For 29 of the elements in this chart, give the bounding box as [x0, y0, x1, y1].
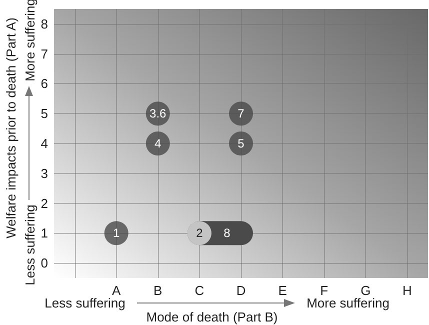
x-tick-label: C	[194, 283, 204, 298]
text: More suffering	[306, 296, 390, 310]
y-axis-title: Welfare impacts prior to death (Part A)	[4, 18, 18, 238]
x-tick-label: F	[320, 283, 328, 298]
text: Less suffering	[22, 204, 38, 286]
x-axis-title: Mode of death (Part B)	[146, 310, 278, 324]
annotation: 1	[112, 226, 120, 240]
annotation: 7	[238, 106, 245, 121]
x-tick-label: B	[154, 283, 162, 298]
y-tick-label: 7	[40, 46, 48, 62]
y-tick-label: 6	[40, 76, 48, 92]
x-tick-label: A	[112, 283, 121, 298]
text: Less suffering	[44, 296, 126, 310]
annotation: 3.6	[150, 106, 167, 121]
y-tick-label: 5	[40, 106, 48, 122]
annotation: 5	[238, 136, 245, 150]
y-tick-label: 0	[40, 256, 48, 271]
y-tick-label: 8	[40, 16, 48, 32]
y-tick-label: 4	[40, 136, 48, 151]
y-tick-label: 3	[40, 166, 48, 181]
x-tick-label: D	[236, 283, 246, 298]
annotation: 2	[196, 226, 204, 240]
y-tick-label: 1	[40, 226, 48, 241]
annotation: 8	[224, 226, 231, 240]
y-tick-label: 2	[40, 196, 48, 211]
annotation: 4	[154, 136, 162, 150]
x-tick-label: E	[278, 283, 288, 298]
x-tick-label: H	[402, 283, 412, 298]
x-tick-label: G	[360, 283, 371, 298]
